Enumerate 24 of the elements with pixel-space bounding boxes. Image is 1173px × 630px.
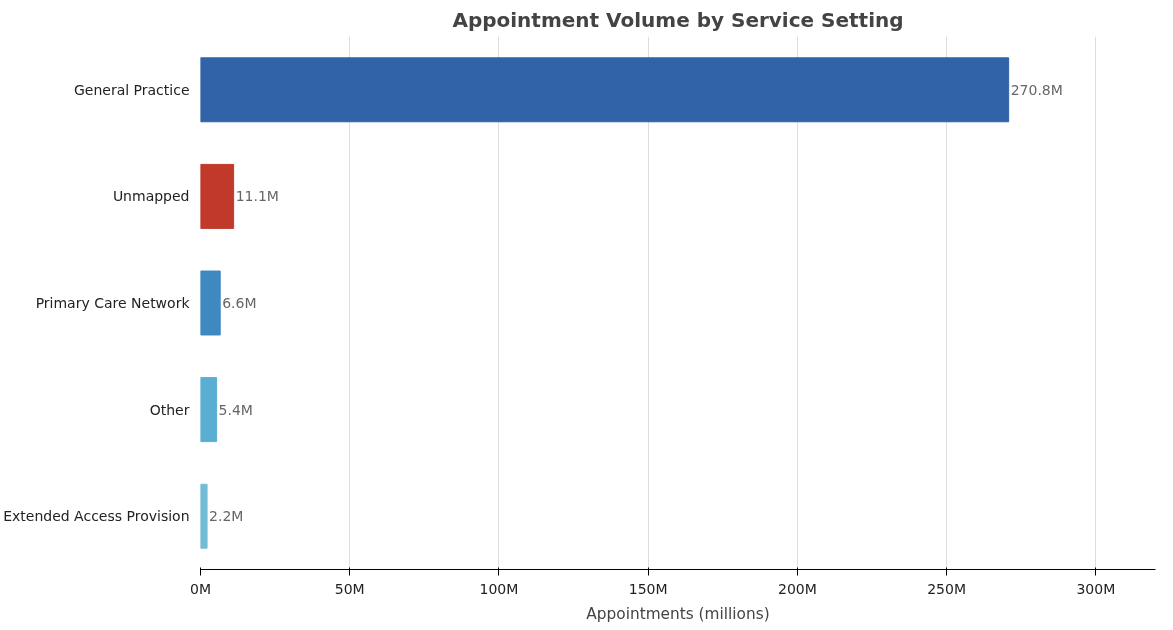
x-tick-label: 200M — [777, 580, 817, 597]
y-tick-label: General Practice — [73, 81, 190, 98]
x-tick-label: 50M — [334, 580, 365, 597]
y-tick-label: Extended Access Provision — [3, 508, 190, 525]
x-tick-label: 250M — [927, 580, 967, 597]
x-tick-label: 100M — [479, 580, 519, 597]
data-label: 6.6M — [222, 295, 257, 311]
bar — [200, 57, 1010, 123]
x-axis-title: Appointments (millions) — [586, 604, 770, 623]
bar — [200, 163, 235, 229]
x-tick-label: 300M — [1076, 580, 1116, 597]
bar — [200, 377, 218, 443]
x-tick-label: 0M — [190, 580, 212, 597]
data-label: 2.2M — [209, 508, 244, 525]
data-label: 11.1M — [235, 188, 279, 205]
bar — [200, 270, 221, 336]
bar — [200, 483, 208, 549]
data-label: 5.4M — [218, 401, 253, 418]
y-tick-label: Other — [149, 401, 190, 418]
y-tick-label: Unmapped — [112, 188, 190, 205]
x-tick-label: 150M — [628, 580, 668, 597]
y-tick-label: Primary Care Network — [35, 295, 191, 311]
chart-title: Appointment Volume by Service Setting — [452, 7, 904, 32]
data-label: 270.8M — [1010, 81, 1063, 98]
